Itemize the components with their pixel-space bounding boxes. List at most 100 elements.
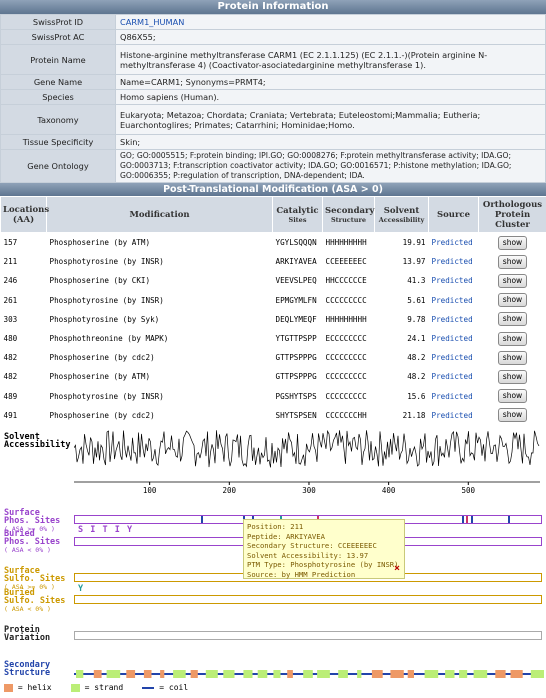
axis-tick-label: 500 (462, 486, 476, 494)
phos-site-marker[interactable] (471, 516, 474, 523)
ptm-source-link[interactable]: Predicted (431, 238, 473, 248)
ptm-source-link[interactable]: Predicted (431, 276, 473, 286)
ptm-modification: Phosphothreonine (by MAPK) (49, 334, 169, 344)
strand-segment[interactable] (317, 670, 330, 678)
ptm-catalytic-site: YTGTTPSPP (275, 334, 317, 344)
helix-segment[interactable] (143, 670, 152, 678)
ptm-row: 482 Phosphoserine (by cdc2) GTTPSPPPG CCCCC… (1, 348, 546, 367)
info-value: Q86X55; (115, 29, 546, 45)
col-ortho: Orthologous Protein Cluster (478, 196, 546, 233)
show-ortholog-button[interactable]: show (497, 273, 528, 288)
solvent-label: Solvent (4, 432, 40, 442)
strand-segment[interactable] (173, 670, 186, 678)
helix-segment[interactable] (190, 670, 198, 678)
ptm-location: 261 (3, 295, 18, 305)
sulfo-sites-label: Sulfo. Sites (4, 596, 66, 606)
helix-segment[interactable] (407, 670, 414, 678)
ptm-location: 246 (3, 276, 18, 286)
ptm-source-link[interactable]: Predicted (431, 410, 473, 420)
phos-site-marker[interactable] (461, 516, 464, 523)
structure-label: Structure (4, 668, 51, 678)
ptm-source-link[interactable]: Predicted (431, 353, 473, 363)
asa-lt-label: ( ASA < 0% ) (4, 546, 51, 554)
ptm-location: 157 (3, 238, 18, 248)
phos-site-marker[interactable] (466, 516, 469, 523)
ptm-row: 489 Phosphotyrosine (by INSR) PGSHYTSPS CCC… (1, 387, 546, 406)
axis-tick-label: 400 (382, 486, 396, 494)
helix-segment[interactable] (371, 670, 383, 678)
helix-segment[interactable] (93, 670, 102, 678)
strand-segment[interactable] (106, 670, 121, 678)
helix-segment[interactable] (126, 670, 136, 678)
ptm-secondary-structure: CCCCCCCHH (325, 410, 367, 420)
ptm-source-link[interactable]: Predicted (431, 372, 473, 382)
ptm-catalytic-site: VEEVSLPEQ (275, 276, 317, 286)
strand-segment[interactable] (338, 670, 348, 678)
ptm-source-link[interactable]: Predicted (431, 295, 473, 305)
show-ortholog-button[interactable]: show (497, 408, 528, 423)
strand-segment[interactable] (273, 670, 281, 678)
col-catalytic-label: Catalytic (276, 205, 319, 216)
info-label: SwissProt AC (0, 29, 116, 45)
col-solvent: Solvent Accessibility (374, 196, 429, 233)
ptm-row: 303 Phosphotyrosine (by Syk) DEQLYMEQF HHHH… (1, 310, 546, 329)
helix-segment[interactable] (495, 670, 506, 678)
ptm-catalytic-site: PGSHYTSPS (275, 391, 317, 401)
secondary-structure-track[interactable] (74, 668, 544, 680)
phos-site-marker[interactable] (200, 516, 203, 523)
info-value: Homo sapiens (Human). (115, 89, 546, 105)
strand-segment[interactable] (530, 670, 544, 678)
strand-segment[interactable] (243, 670, 253, 678)
strand-swatch (70, 683, 80, 692)
ptm-source-link[interactable]: Predicted (431, 257, 473, 267)
ptm-ortho-cell: show (479, 348, 546, 367)
show-ortholog-button[interactable]: show (497, 389, 528, 404)
ptm-secondary-structure: HHHHHHHHH (325, 314, 367, 324)
show-ortholog-button[interactable]: show (497, 369, 528, 384)
ptm-solvent-accessibility: 5.61 (407, 295, 426, 305)
tooltip-secondary: Secondary Structure: CCEEEEEEC (247, 541, 377, 550)
buried-sulfo-track[interactable] (74, 595, 542, 604)
show-ortholog-button[interactable]: show (497, 293, 528, 308)
strand-segment[interactable] (303, 670, 313, 678)
helix-segment[interactable] (510, 670, 523, 678)
phos-site-marker[interactable] (508, 516, 511, 523)
show-ortholog-button[interactable]: show (497, 331, 528, 346)
ptm-modification: Phosphotyrosine (by INSR) (49, 295, 164, 305)
phos-sites-label: Phos. Sites (4, 537, 61, 547)
helix-segment[interactable] (287, 670, 293, 678)
strand-segment[interactable] (257, 670, 268, 678)
ptm-source-link[interactable]: Predicted (431, 334, 473, 344)
ptm-source-link[interactable]: Predicted (431, 314, 473, 324)
ptm-source-link[interactable]: Predicted (431, 391, 473, 401)
show-ortholog-button[interactable]: show (497, 350, 528, 365)
helix-segment[interactable] (160, 670, 165, 678)
info-value: Histone-arginine methyltransferase CARM1… (115, 44, 546, 75)
ptm-ortho-cell: show (479, 329, 546, 348)
ptm-row: 157 Phosphoserine (by ATM) YGYLSQQQN HHHHHH… (1, 233, 546, 253)
protein-variation-track[interactable] (74, 631, 542, 640)
tooltip-ptm-type: PTM Type: Phosphotyrosine (by INSR) (247, 560, 399, 569)
swissprot-id-link[interactable]: CARM1_HUMAN (115, 14, 546, 30)
show-ortholog-button[interactable]: show (497, 235, 528, 250)
strand-segment[interactable] (473, 670, 488, 678)
strand-segment[interactable] (357, 670, 362, 678)
tooltip-close-icon[interactable]: × (394, 563, 401, 574)
buried-phos-label: Buried Phos. Sites ( ASA < 0% ) (4, 530, 60, 554)
strand-segment[interactable] (223, 670, 235, 678)
ptm-ortho-cell: show (479, 406, 546, 425)
strand-segment[interactable] (424, 670, 439, 678)
ptm-ortho-cell: show (479, 367, 546, 386)
strand-segment[interactable] (205, 670, 218, 678)
col-secondary-label: Secondary (325, 205, 375, 216)
axis-tick-label: 200 (223, 486, 237, 494)
surface-label: Surface (4, 508, 40, 518)
strand-segment[interactable] (76, 670, 84, 678)
ptm-secondary-structure: CCCCCCCCC (325, 391, 367, 401)
ptm-ortho-cell: show (479, 271, 546, 290)
helix-segment[interactable] (390, 670, 404, 678)
show-ortholog-button[interactable]: show (497, 254, 528, 269)
strand-segment[interactable] (445, 670, 455, 678)
strand-segment[interactable] (459, 670, 468, 678)
show-ortholog-button[interactable]: show (497, 312, 528, 327)
